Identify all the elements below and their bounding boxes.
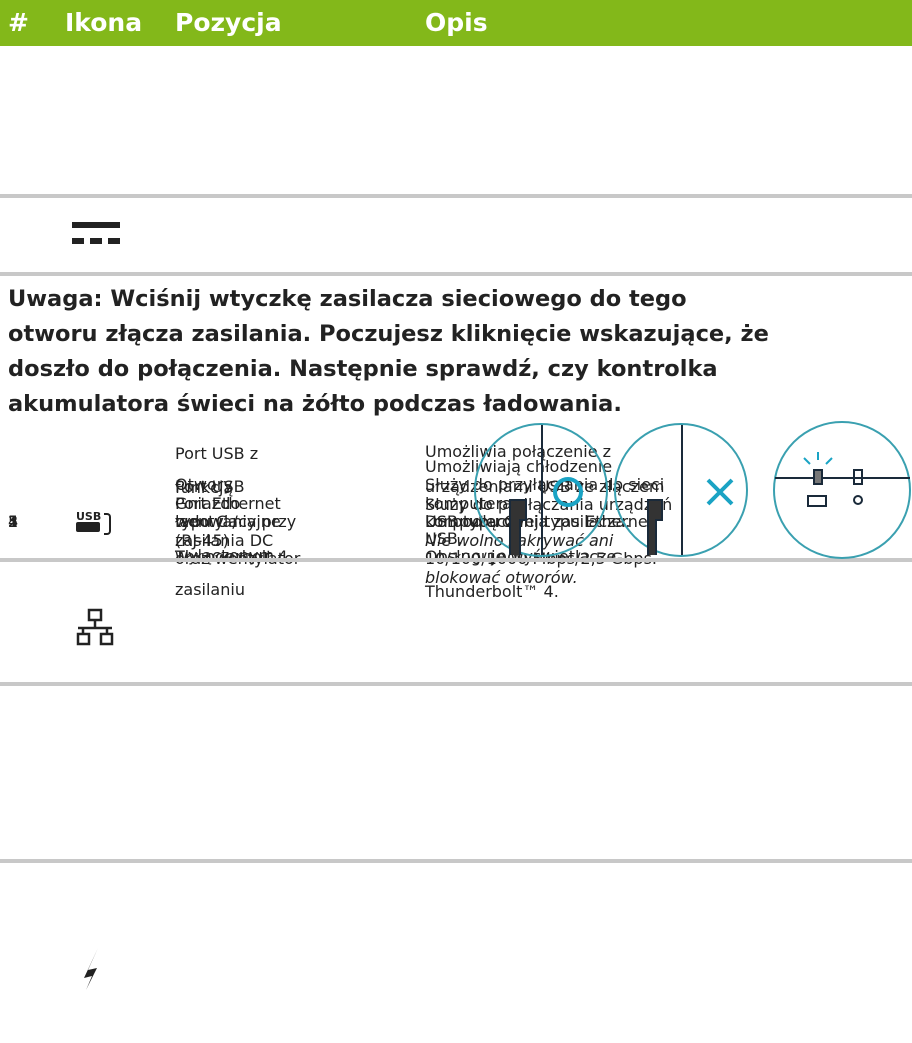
row-number: 1 bbox=[8, 512, 19, 531]
header-cell: Opis bbox=[425, 8, 488, 37]
header-cell: Pozycja bbox=[175, 8, 282, 37]
dc-icon bbox=[72, 222, 120, 244]
note-line: doszło do połączenia. Następnie sprawdź,… bbox=[8, 356, 718, 382]
description-line: USB typu C. bbox=[425, 512, 521, 531]
description-line: Służy do podłączania urządzeń bbox=[425, 494, 673, 514]
separator bbox=[0, 558, 912, 562]
description-line: urządzeniami USB ze złączem bbox=[425, 477, 665, 496]
cell: Port Ethernet (RJ-45) bbox=[175, 0, 281, 1043]
description-line: komputera. bbox=[425, 493, 517, 513]
position-line: Thunderbolt 4 bbox=[175, 547, 288, 566]
separator bbox=[0, 859, 912, 863]
row-number: 4 bbox=[8, 511, 19, 531]
position-line: funkcją bbox=[175, 477, 234, 497]
position-line: Gniazdo bbox=[175, 493, 241, 513]
note: Uwaga: Wciśnij wtyczkę zasilacza sieciow… bbox=[8, 282, 769, 422]
cell: 4 bbox=[8, 0, 18, 1043]
separator bbox=[0, 194, 912, 198]
description-line: Umożliwia połączenie z bbox=[425, 442, 612, 461]
usb-icon: USB bbox=[76, 509, 114, 535]
position-line: zasilania DC bbox=[175, 530, 274, 550]
position-line: (RJ-45) bbox=[175, 530, 229, 550]
table-row: 4 Port USB z funkcją ładowania przy wyłączon… bbox=[0, 341, 912, 599]
note-line: akumulatora świeci na żółto podczas łado… bbox=[8, 391, 622, 417]
position-line: wentylacyjne bbox=[175, 512, 281, 531]
thunderbolt-icon bbox=[84, 948, 98, 990]
description-line: Służy do przyłączania do sieci bbox=[425, 475, 665, 494]
cell: Umożliwia połączenie z urządzeniami USB z… bbox=[425, 0, 664, 1043]
cell: 5 bbox=[8, 0, 18, 1043]
note-line: otworu złącza zasilania. Poczujesz klikn… bbox=[8, 321, 769, 347]
cell: Port USB typu C / Thunderbolt 4 bbox=[175, 0, 288, 1043]
description-line: Do podłączania zasilacza. bbox=[425, 512, 631, 531]
position-line: Port USB bbox=[175, 477, 245, 496]
header-cell: # bbox=[8, 8, 29, 37]
position-line: Port USB z bbox=[175, 443, 259, 463]
row-number: 5 bbox=[8, 512, 19, 531]
note-line: Uwaga: Wciśnij wtyczkę zasilacza sieciow… bbox=[8, 286, 687, 312]
position-line: ładowania przy bbox=[175, 511, 297, 531]
description-line: Umożliwiają chłodzenie bbox=[425, 456, 613, 476]
table-header: # Ikona Pozycja Opis bbox=[0, 0, 912, 46]
cell: Gniazdo zasilania DC bbox=[175, 0, 273, 1043]
cell: 3 bbox=[8, 0, 18, 1043]
cell: USB bbox=[76, 0, 114, 1043]
warning-line: blokować otworów. bbox=[425, 567, 578, 587]
icon-bracket bbox=[104, 512, 111, 535]
row-number: 3 bbox=[8, 512, 19, 531]
header-cell: Ikona bbox=[65, 8, 143, 37]
illustration bbox=[474, 421, 911, 559]
position-line: typu C / bbox=[175, 512, 238, 531]
position-line: Port Ethernet bbox=[175, 493, 281, 513]
row-number: 2 bbox=[8, 512, 19, 531]
separator bbox=[0, 682, 912, 686]
icon-box bbox=[76, 521, 100, 532]
cell: Do podłączania zasilacza. bbox=[425, 0, 630, 1043]
table-row: 2 Gniazdo zasilania DC Do podłączania zasil… bbox=[0, 148, 912, 550]
position-line: zasilaniu bbox=[175, 579, 245, 599]
position-line: Otwory bbox=[175, 475, 233, 494]
description-line: Thunderbolt™ 4. bbox=[425, 582, 559, 601]
ethernet-icon bbox=[76, 608, 114, 646]
cell: 2 bbox=[8, 0, 18, 1043]
description-line: USB. bbox=[425, 528, 463, 548]
separator bbox=[0, 272, 912, 276]
cell: Umożliwiają chłodzenie komputera. Nie woln… bbox=[425, 0, 613, 1043]
icon-label: USB bbox=[76, 509, 102, 523]
cell: Służy do podłączania urządzeń USB. bbox=[425, 0, 672, 1043]
cell: 1 bbox=[8, 0, 18, 1043]
